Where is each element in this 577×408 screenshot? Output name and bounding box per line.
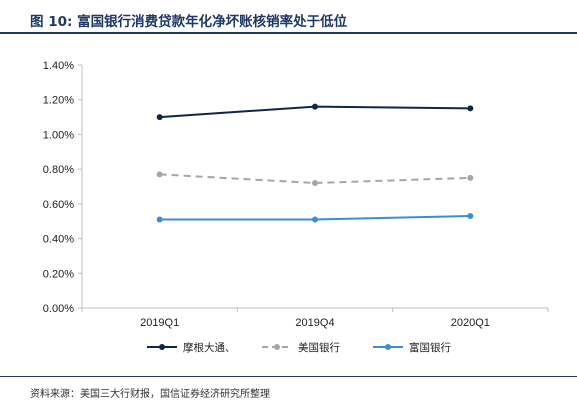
legend-label-3: 富国银行 bbox=[409, 341, 451, 354]
x-tick-label: 2019Q4 bbox=[295, 317, 334, 329]
data-point-series-2 bbox=[467, 174, 474, 181]
source-note: 资料来源：美国三大行财报，国信证券经济研究所整理 bbox=[30, 389, 270, 400]
data-point-series-1 bbox=[156, 114, 163, 121]
data-point-series-1 bbox=[312, 103, 318, 110]
data-point-series-2 bbox=[156, 171, 163, 178]
y-tick-label: 0.60% bbox=[43, 199, 74, 211]
legend-marker-1 bbox=[159, 344, 165, 350]
y-tick-label: 0.40% bbox=[43, 234, 74, 246]
y-tick-label: 1.40% bbox=[43, 60, 74, 72]
data-point-series-1 bbox=[467, 105, 474, 112]
line-chart: 0.00% 0.20% 0.40% 0.60% 0.80% 1.00% 1.20% 1.40%… bbox=[43, 60, 549, 354]
x-tick-label: 2020Q1 bbox=[451, 317, 490, 329]
source-note-bar: 资料来源：美国三大行财报，国信证券经济研究所整理 bbox=[0, 376, 577, 408]
data-point-series-3 bbox=[467, 213, 474, 220]
data-point-series-3 bbox=[312, 216, 318, 223]
data-point-series-2 bbox=[312, 180, 318, 187]
legend-label-1: 摩根大通、 bbox=[183, 341, 236, 354]
y-tick-label: 1.00% bbox=[43, 129, 74, 141]
y-tick-label: 0.20% bbox=[43, 268, 74, 280]
y-tick-label: 0.00% bbox=[43, 303, 74, 315]
y-tick-label: 1.20% bbox=[43, 95, 74, 107]
figure-title-bar: 图 10: 富国银行消费贷款年化净坏账核销率处于低位 bbox=[0, 0, 577, 34]
legend-marker-3 bbox=[385, 344, 391, 350]
figure-title: 图 10: 富国银行消费贷款年化净坏账核销率处于低位 bbox=[30, 14, 348, 30]
data-point-series-3 bbox=[156, 216, 163, 223]
x-tick-label: 2019Q1 bbox=[140, 317, 179, 329]
y-tick-label: 0.80% bbox=[43, 164, 74, 176]
legend-label-2: 美国银行 bbox=[298, 341, 340, 354]
legend-marker-2 bbox=[274, 344, 280, 350]
series-line-2 bbox=[159, 173, 471, 185]
